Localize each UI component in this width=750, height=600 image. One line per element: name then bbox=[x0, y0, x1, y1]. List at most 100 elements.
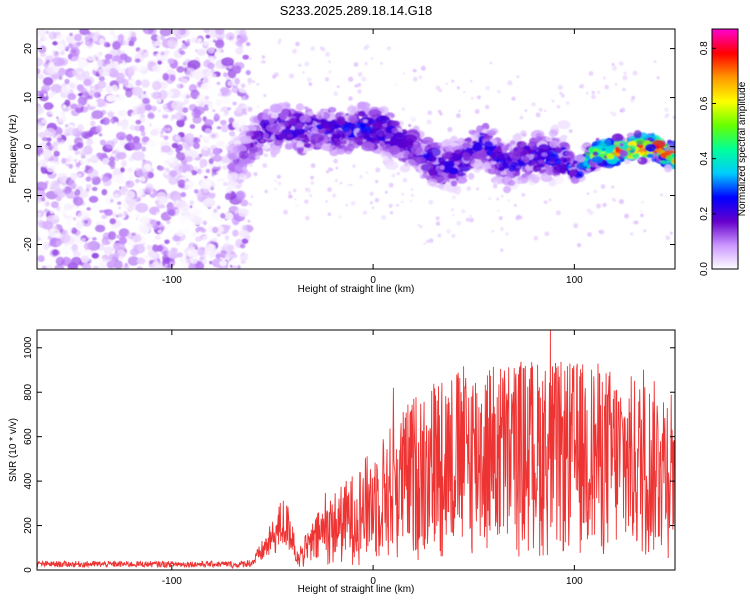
heatmap-noise-blob bbox=[67, 93, 77, 101]
heatmap-noise-blob bbox=[211, 89, 223, 100]
heatmap-noise-blob bbox=[225, 32, 235, 41]
heatmap-ridge-blob bbox=[481, 162, 492, 169]
heatmap-speck bbox=[370, 57, 373, 60]
heatmap-ridge-blob bbox=[606, 153, 615, 160]
heatmap-noise-blob bbox=[224, 235, 230, 241]
heatmap-noise-blob bbox=[111, 175, 122, 183]
heatmap-noise-blob bbox=[77, 124, 85, 132]
heatmap-noise-blob bbox=[113, 260, 123, 269]
heatmap-noise-blob bbox=[87, 55, 95, 62]
heatmap-noise-blob bbox=[60, 111, 66, 117]
heatmap-speck bbox=[591, 94, 596, 100]
heatmap-noise-blob bbox=[134, 95, 139, 100]
heatmap-noise-blob bbox=[38, 131, 46, 138]
heatmap-noise-blob bbox=[191, 231, 197, 237]
heatmap-noise-blob bbox=[114, 193, 120, 199]
heatmap-speck bbox=[611, 65, 618, 71]
snr-x-axis: -100 0 100 bbox=[162, 330, 583, 587]
heatmap-ridge-blob bbox=[291, 127, 295, 131]
heatmap-speck bbox=[325, 170, 330, 174]
heatmap-noise-blob bbox=[175, 241, 181, 246]
heatmap-noise-blob bbox=[122, 211, 128, 216]
heatmap-noise-blob bbox=[182, 61, 187, 66]
colorbar-segment bbox=[712, 215, 738, 218]
heatmap-ridge-blob bbox=[440, 140, 449, 147]
heatmap-noise-blob bbox=[86, 183, 92, 190]
heatmap-noise-blob bbox=[74, 33, 82, 42]
heatmap-speck bbox=[295, 41, 300, 47]
heatmap-noise-blob bbox=[108, 68, 119, 78]
heatmap-noise-blob bbox=[53, 141, 59, 147]
heatmap-noise-blob bbox=[159, 29, 172, 37]
heatmap-ridge-blob bbox=[422, 153, 431, 159]
heatmap-speck bbox=[333, 91, 339, 96]
heatmap-noise-blob bbox=[157, 98, 162, 103]
heatmap-ridge-blob bbox=[320, 143, 331, 151]
heatmap-ridge-blob bbox=[295, 122, 304, 130]
colorbar-tick-label: 0.4 bbox=[699, 151, 710, 165]
heatmap-noise-blob bbox=[139, 125, 145, 132]
colorbar-segment bbox=[712, 199, 738, 202]
colorbar-segment bbox=[712, 125, 738, 128]
heatmap-noise-blob bbox=[176, 187, 184, 193]
heatmap-speck bbox=[325, 51, 330, 57]
heatmap-speck bbox=[263, 94, 267, 98]
heatmap-noise-blob bbox=[171, 142, 179, 149]
heatmap-ridge-blob bbox=[555, 147, 563, 153]
y-tick-label: -20 bbox=[23, 237, 34, 252]
heatmap-ridge-blob bbox=[472, 142, 482, 152]
heatmap-speck bbox=[615, 83, 618, 86]
heatmap-noise-blob bbox=[61, 157, 67, 164]
spectrogram-y-axis: -20 -10 0 10 20 bbox=[23, 43, 675, 252]
colorbar-segment bbox=[712, 129, 738, 132]
heatmap-noise-blob bbox=[212, 37, 217, 41]
heatmap-noise-blob bbox=[62, 104, 67, 109]
colorbar-segment bbox=[712, 263, 738, 266]
heatmap-speck bbox=[577, 243, 582, 248]
heatmap-noise-blob bbox=[112, 212, 117, 218]
heatmap-noise-blob bbox=[70, 172, 78, 181]
heatmap-noise-blob bbox=[142, 29, 154, 35]
heatmap-ridge-blob bbox=[552, 175, 565, 185]
heatmap-noise-blob bbox=[150, 34, 159, 42]
heatmap-speck bbox=[328, 70, 332, 74]
heatmap-ridge-blob bbox=[574, 155, 586, 163]
heatmap-noise-blob bbox=[87, 168, 99, 179]
colorbar-segment bbox=[712, 85, 738, 88]
heatmap-speck bbox=[390, 211, 393, 215]
heatmap-ridge-blob bbox=[675, 152, 681, 158]
heatmap-ridge-blob bbox=[357, 110, 366, 117]
colorbar-segment bbox=[712, 231, 738, 234]
heatmap-noise-blob bbox=[180, 192, 187, 198]
heatmap-noise-blob bbox=[74, 189, 81, 197]
heatmap-noise-blob bbox=[134, 61, 147, 71]
heatmap-noise-blob bbox=[140, 176, 146, 182]
heatmap-ridge-blob bbox=[531, 160, 537, 165]
heatmap-noise-blob bbox=[119, 236, 127, 245]
heatmap-ridge-blob bbox=[356, 141, 363, 146]
heatmap-noise-blob bbox=[79, 29, 90, 36]
heatmap-noise-blob bbox=[113, 61, 119, 66]
heatmap-noise-blob bbox=[175, 151, 186, 161]
heatmap-speck bbox=[288, 73, 295, 79]
heatmap-noise-blob bbox=[206, 69, 215, 80]
heatmap-noise-blob bbox=[221, 57, 235, 67]
heatmap-speck bbox=[557, 84, 563, 90]
heatmap-noise-blob bbox=[144, 117, 152, 124]
heatmap-speck bbox=[296, 205, 299, 207]
heatmap-ridge-blob bbox=[444, 160, 455, 169]
heatmap-noise-blob bbox=[99, 258, 108, 267]
heatmap-noise-blob bbox=[135, 167, 148, 178]
heatmap-noise-blob bbox=[231, 253, 238, 259]
heatmap-noise-blob bbox=[202, 79, 205, 83]
heatmap-noise-blob bbox=[241, 72, 248, 77]
heatmap-ridge-blob bbox=[638, 148, 645, 153]
heatmap-speck bbox=[248, 82, 251, 86]
colorbar-segment bbox=[712, 251, 738, 254]
heatmap-ridge-blob bbox=[391, 127, 399, 134]
colorbar-segment bbox=[712, 31, 738, 34]
heatmap-noise-blob bbox=[165, 186, 172, 194]
snr-series bbox=[37, 330, 675, 570]
colorbar-segment bbox=[712, 83, 738, 86]
